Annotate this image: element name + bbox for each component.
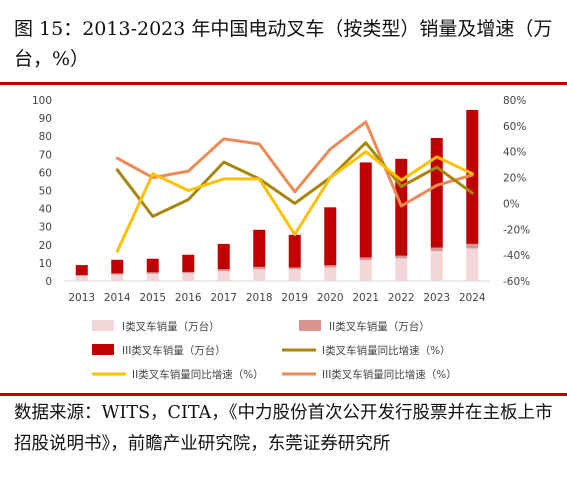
bar-segment: [111, 273, 124, 275]
y-left-tick-label: 30: [39, 222, 52, 234]
legend-swatch: [92, 344, 114, 355]
bar-segment: [75, 275, 88, 276]
x-tick-label: 2014: [104, 292, 131, 304]
bar-segment: [466, 243, 479, 249]
bar-segment: [75, 275, 88, 281]
bar-segment: [395, 258, 408, 281]
y-right-tick-label: -60%: [503, 276, 530, 288]
bar-segment: [146, 272, 159, 274]
bar-segment: [75, 265, 88, 276]
bar-segment: [324, 267, 337, 281]
bar-segment: [359, 162, 372, 258]
y-right-tick-label: 60%: [503, 121, 526, 133]
bar-segment: [146, 273, 159, 281]
bar-segment: [359, 257, 372, 261]
bar-segment: [324, 207, 337, 266]
source-divider: [0, 393, 567, 396]
bar-segment: [395, 255, 408, 259]
y-right-tick-label: 0%: [503, 198, 520, 210]
legend-label: II类叉车销量同比增速（%）: [132, 368, 264, 381]
x-tick-label: 2018: [246, 292, 273, 304]
x-tick-label: 2023: [423, 292, 450, 304]
x-tick-label: 2024: [459, 292, 486, 304]
y-left-tick-label: 10: [39, 258, 52, 270]
chart: 0 10 20 30 40 50 60 70 80 90 100 -60% -40% -20% 0% 20% 4…: [32, 95, 530, 381]
bar-segment: [430, 138, 443, 248]
x-tick-label: 2019: [281, 292, 308, 304]
bar-segment: [111, 274, 124, 281]
legend-label: I类叉车销量同比增速（%）: [322, 344, 451, 357]
y-left-tick-label: 50: [39, 186, 52, 198]
y-left-tick-label: 80: [39, 131, 52, 143]
bar-segment: [182, 271, 195, 274]
bar-segment: [288, 234, 301, 268]
bar-segment: [217, 243, 230, 270]
bar-segment: [359, 260, 372, 281]
bar-segment: [217, 271, 230, 281]
title-divider: [0, 82, 567, 85]
bar-segment: [253, 266, 266, 270]
y-right-tick-label: 40%: [503, 147, 526, 159]
legend-label: I类叉车销量（万台）: [122, 320, 220, 333]
bar-segment: [288, 269, 301, 281]
bar-segment: [324, 265, 337, 268]
legend-label: III类叉车销量同比增速（%）: [322, 368, 457, 381]
y-right-tick-label: -20%: [503, 224, 530, 236]
bar-segment: [146, 258, 159, 273]
x-tick-label: 2021: [352, 292, 379, 304]
bar-segment: [253, 229, 266, 267]
legend-swatch: [92, 320, 114, 331]
y-left-tick-label: 20: [39, 240, 52, 252]
bar-segment: [253, 269, 266, 281]
y-left-tick-label: 90: [39, 113, 52, 125]
source-note: 数据来源：WITS，CITA，《中力股份首次公开发行股票并在主板上市招股说明书》…: [14, 403, 553, 454]
bar-segment: [466, 248, 479, 281]
bar-segment: [217, 269, 230, 272]
figure-title: 图 15：2013-2023 年中国电动叉车（按类型）销量及增速（万台，%）: [14, 18, 553, 70]
y-right-tick-label: 20%: [503, 173, 526, 185]
legend-label: III类叉车销量（万台）: [122, 344, 226, 357]
bar-segment: [288, 267, 301, 270]
x-tick-label: 2022: [388, 292, 415, 304]
x-tick-label: 2015: [139, 292, 166, 304]
bar-segment: [182, 254, 195, 272]
bar-segment: [111, 259, 124, 274]
y-right-tick-label: -40%: [503, 250, 530, 262]
x-tick-label: 2016: [175, 292, 202, 304]
y-right-tick-label: 80%: [503, 95, 526, 107]
y-left-tick-label: 40: [39, 204, 52, 216]
bar-segment: [182, 273, 195, 281]
bar-segment: [466, 109, 479, 244]
y-left-tick-label: 70: [39, 149, 52, 161]
y-left-tick-label: 60: [39, 167, 52, 179]
legend-label: II类叉车销量（万台）: [329, 320, 430, 333]
x-tick-label: 2020: [317, 292, 344, 304]
y-left-tick-label: 0: [45, 276, 52, 288]
y-left-tick-label: 100: [32, 95, 52, 107]
bar-segment: [430, 247, 443, 252]
growth-line: [115, 141, 474, 218]
growth-line: [115, 150, 474, 253]
legend-swatch: [299, 320, 321, 331]
growth-line: [115, 120, 474, 208]
x-tick-label: 2013: [68, 292, 95, 304]
x-tick-label: 2017: [210, 292, 237, 304]
bar-segment: [430, 251, 443, 281]
